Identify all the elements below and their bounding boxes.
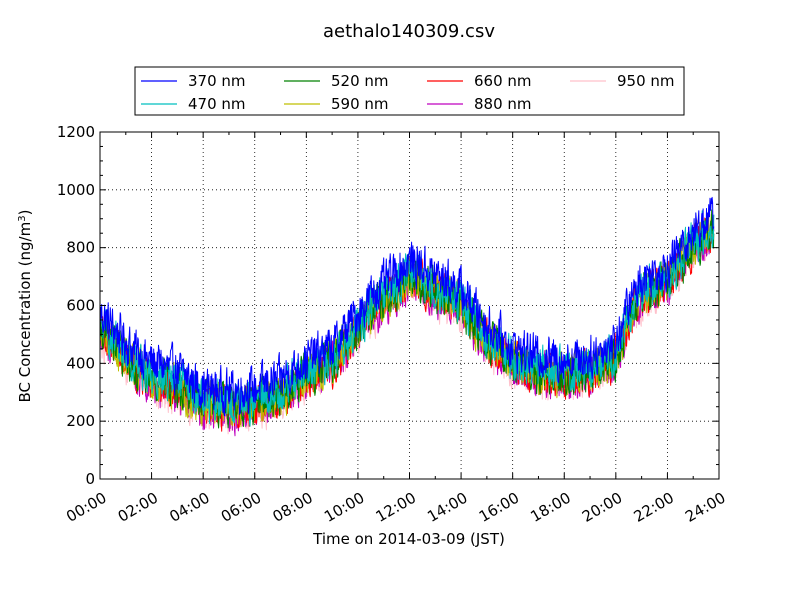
legend-label: 660 nm	[474, 72, 532, 90]
y-axis-label-main: BC Concentration (ng/m	[16, 222, 34, 403]
legend-box	[134, 66, 685, 116]
legend-label: 520 nm	[331, 72, 389, 90]
x-tick-label: 06:00	[218, 489, 264, 526]
y-tick-labels: 0 200 400 600 800 1000 1200	[57, 123, 95, 488]
legend: 370 nm 470 nm 520 nm 590 nm 660 nm 880 nm 950 …	[134, 66, 685, 116]
y-tick-label: 1000	[57, 181, 95, 199]
y-axis-label-end: )	[16, 210, 34, 216]
y-tick-label: 600	[66, 297, 95, 315]
x-tick-label: 00:00	[63, 489, 109, 526]
axis-ticks	[99, 131, 720, 480]
y-tick-label: 0	[85, 470, 95, 488]
x-tick-label: 12:00	[373, 489, 419, 526]
x-tick-label: 18:00	[527, 489, 573, 526]
y-tick-label: 800	[66, 239, 95, 257]
series-layer	[99, 196, 715, 437]
x-tick-label: 22:00	[631, 489, 677, 526]
chart-title: aethalo140309.csv	[323, 21, 495, 42]
x-tick-label: 16:00	[476, 489, 522, 526]
x-tick-label: 02:00	[115, 489, 161, 526]
series-line	[99, 196, 715, 417]
x-axis-label: Time on 2014-03-09 (JST)	[312, 530, 505, 548]
x-tick-label: 04:00	[166, 489, 212, 526]
x-tick-label: 20:00	[579, 489, 625, 526]
x-tick-label: 08:00	[269, 489, 315, 526]
y-tick-label: 1200	[57, 123, 95, 141]
legend-label: 950 nm	[617, 72, 675, 90]
y-tick-label: 200	[66, 412, 95, 430]
x-tick-labels: 00:00 02:00 04:00 06:00 08:00 10:00 12:00 14:00…	[63, 489, 728, 526]
y-axis-label-superscript: 3	[17, 215, 28, 221]
x-tick-label: 10:00	[321, 489, 367, 526]
legend-label: 370 nm	[188, 72, 246, 90]
legend-label: 880 nm	[474, 95, 532, 113]
legend-label: 590 nm	[331, 95, 389, 113]
x-tick-label: 14:00	[424, 489, 470, 526]
series-line	[99, 210, 715, 427]
y-tick-label: 400	[66, 354, 95, 372]
x-tick-label: 24:00	[682, 489, 728, 526]
y-axis-label: BC Concentration (ng/m3)	[16, 210, 34, 403]
legend-label: 470 nm	[188, 95, 246, 113]
